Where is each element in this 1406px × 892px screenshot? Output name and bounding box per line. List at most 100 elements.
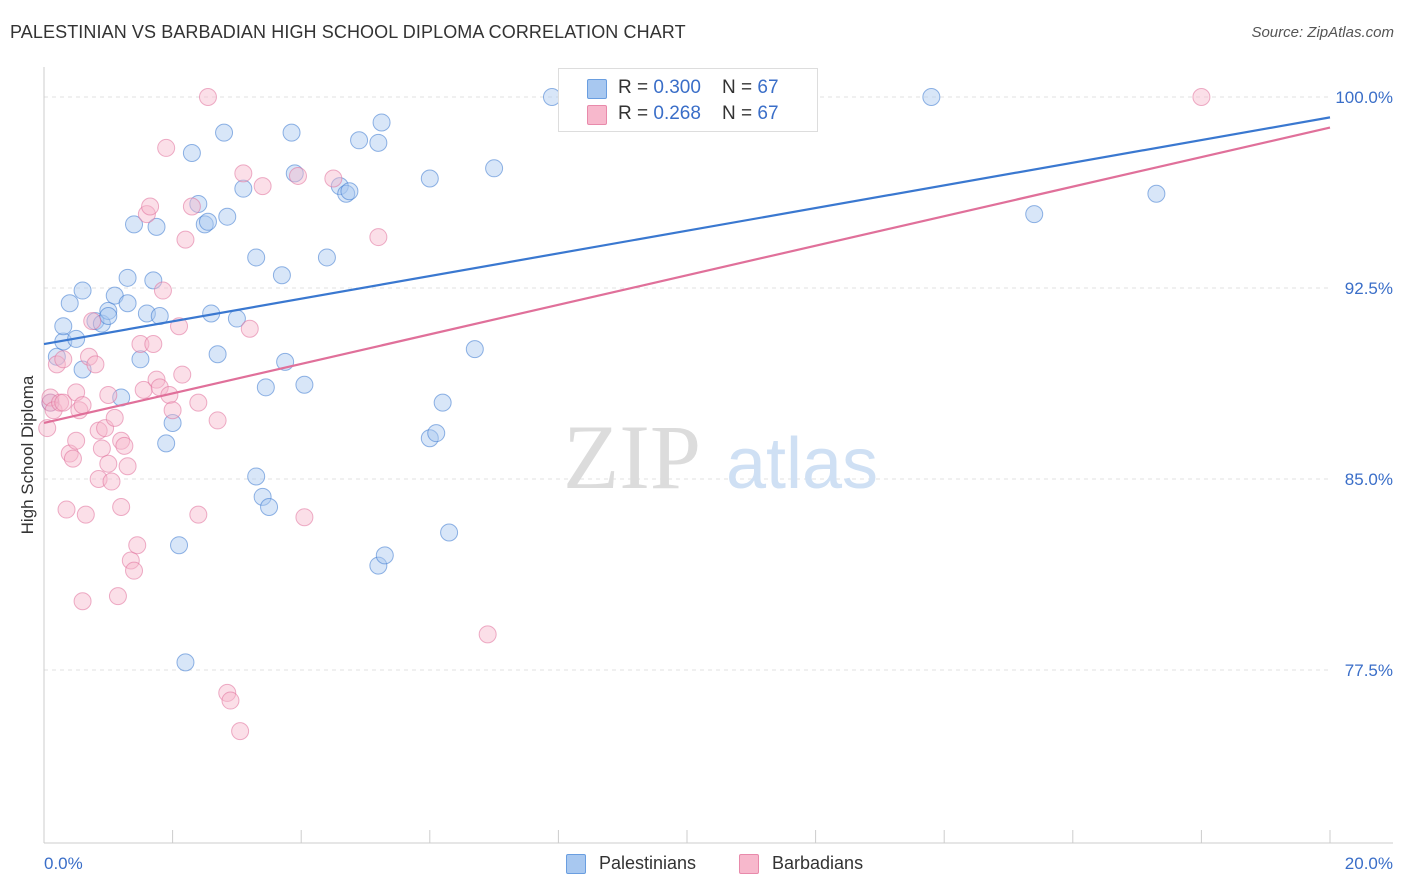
palestinian-point xyxy=(433,393,452,412)
legend-n-value-1: 67 xyxy=(757,77,779,98)
barbadian-point xyxy=(99,385,118,404)
y-tick-label: 77.5% xyxy=(1345,661,1393,680)
palestinian-trend-line xyxy=(43,116,1331,346)
barbadian-point xyxy=(73,592,92,611)
palestinian-point xyxy=(157,434,176,453)
palestinian-point xyxy=(272,266,291,285)
barbadian-point xyxy=(369,228,388,247)
palestinian-point xyxy=(176,653,195,672)
barbadian-point xyxy=(163,401,182,420)
y-tick-label: 92.5% xyxy=(1345,279,1393,298)
legend-n-label-1: N = xyxy=(722,77,758,98)
palestinian-point xyxy=(375,546,394,565)
barbadian-point xyxy=(157,138,176,157)
palestinian-point xyxy=(260,498,279,517)
palestinian-point xyxy=(131,350,150,369)
barbadian-trend-line xyxy=(43,126,1331,425)
barbadian-point xyxy=(324,169,343,188)
barbadian-point xyxy=(231,722,250,741)
barbadian-point xyxy=(92,439,111,458)
palestinian-point xyxy=(295,375,314,394)
barbadian-point xyxy=(134,380,153,399)
palestinian-point xyxy=(330,177,349,196)
bottom-legend-label-2: Barbadians xyxy=(772,853,864,873)
palestinian-point xyxy=(256,378,275,397)
palestinian-point xyxy=(369,133,388,152)
y-tick-label: 85.0% xyxy=(1345,470,1393,489)
palestinian-point xyxy=(922,88,941,106)
barbadian-point xyxy=(131,335,150,354)
barbadian-point xyxy=(67,431,86,450)
barbadian-point xyxy=(125,561,144,580)
palestinian-point xyxy=(54,317,73,336)
barbadian-point xyxy=(182,197,201,216)
data-points xyxy=(38,88,1211,741)
barbadian-point xyxy=(86,355,105,374)
barbadian-point xyxy=(112,431,131,450)
barbadian-point xyxy=(54,393,73,412)
tick-labels: 77.5% 85.0% 92.5% 100.0% 0.0% 20.0% xyxy=(44,88,1393,873)
barbadian-point xyxy=(121,551,140,570)
palestinian-point xyxy=(195,215,214,234)
legend-r-label-2: R = xyxy=(618,103,654,124)
palestinian-point xyxy=(337,184,356,203)
barbadian-point xyxy=(99,454,118,473)
palestinian-point xyxy=(465,340,484,359)
palestinian-point xyxy=(215,123,234,142)
watermark-atlas: atlas xyxy=(726,424,878,504)
palestinian-point xyxy=(340,182,359,201)
barbadian-point xyxy=(221,691,240,710)
barbadian-point xyxy=(240,319,259,338)
palestinian-point xyxy=(282,123,301,142)
barbadian-point xyxy=(73,396,92,415)
barbadian-point xyxy=(176,230,195,249)
barbadian-point xyxy=(144,335,163,354)
legend-text-1: R = 0.300 N = 67 xyxy=(618,77,779,99)
x-tick-label: 0.0% xyxy=(44,854,83,873)
barbadian-point xyxy=(208,411,227,430)
barbadian-point xyxy=(478,625,497,644)
barbadian-point xyxy=(108,587,127,606)
barbadian-point xyxy=(118,457,137,476)
legend-r-value-1: 0.300 xyxy=(653,77,701,98)
palestinian-point xyxy=(350,131,369,150)
barbadian-point xyxy=(57,500,76,519)
palestinian-point xyxy=(372,113,391,132)
palestinian-point xyxy=(1025,205,1044,224)
barbadian-point xyxy=(44,401,63,420)
palestinian-point xyxy=(247,248,266,267)
barbadian-point xyxy=(128,536,147,555)
palestinian-point xyxy=(440,523,459,542)
palestinian-point xyxy=(208,345,227,364)
palestinian-point xyxy=(369,556,388,575)
palestinian-point xyxy=(1147,184,1166,203)
barbadian-point xyxy=(198,88,217,106)
palestinian-point xyxy=(253,487,272,506)
barbadian-point xyxy=(76,505,95,524)
x-tick-label: 20.0% xyxy=(1345,854,1393,873)
palestinian-point xyxy=(234,179,253,198)
barbadian-point xyxy=(173,365,192,384)
source-attribution: Source: ZipAtlas.com xyxy=(1251,24,1394,41)
palestinian-point xyxy=(73,281,92,300)
legend-r-value-2: 0.268 xyxy=(653,103,701,124)
palestinian-point xyxy=(420,169,439,188)
palestinian-point xyxy=(247,467,266,486)
barbadian-point xyxy=(63,449,82,468)
barbadian-point xyxy=(38,419,57,438)
barbadian-point xyxy=(189,505,208,524)
palestinian-point xyxy=(182,144,201,163)
barbadian-point xyxy=(1192,88,1211,106)
barbadian-point xyxy=(115,436,134,455)
barbadian-point xyxy=(189,393,208,412)
barbadian-point xyxy=(80,347,99,366)
barbadian-point xyxy=(288,166,307,185)
barbadian-point xyxy=(153,281,172,300)
bottom-legend-swatch-pink xyxy=(739,854,759,874)
legend-swatch-blue xyxy=(587,79,607,99)
watermark-zip: ZIP xyxy=(563,406,701,508)
palestinian-point xyxy=(118,268,137,287)
barbadian-point xyxy=(295,508,314,527)
bottom-legend-swatch-blue xyxy=(566,854,586,874)
